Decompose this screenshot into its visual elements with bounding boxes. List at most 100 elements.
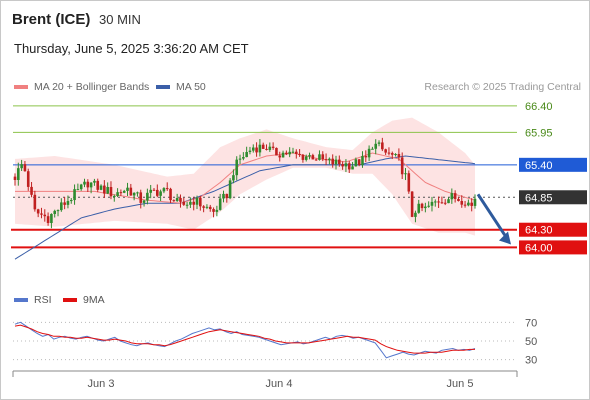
candle-body bbox=[60, 202, 63, 211]
candle-body bbox=[165, 188, 169, 190]
candle-body bbox=[414, 212, 417, 217]
candle-body bbox=[341, 164, 344, 167]
candle-body bbox=[430, 201, 434, 206]
candle-body bbox=[50, 213, 53, 224]
candle-body bbox=[447, 199, 450, 204]
candle-body bbox=[424, 206, 427, 209]
legend-rsi: RSI bbox=[14, 294, 52, 306]
level-label-66-40: 66.40 bbox=[525, 101, 553, 113]
candle-body bbox=[228, 180, 232, 199]
candle-body bbox=[331, 158, 334, 165]
candle-body bbox=[89, 182, 93, 188]
candle-body bbox=[122, 190, 126, 193]
instrument-title: Brent (ICE) bbox=[12, 11, 91, 28]
ma9-legend-label: 9MA bbox=[83, 294, 105, 306]
legend-9ma: 9MA bbox=[63, 294, 105, 306]
candle-body bbox=[338, 159, 341, 165]
candle-body bbox=[364, 156, 368, 158]
candle-body bbox=[308, 155, 311, 157]
ma50-swatch bbox=[156, 85, 170, 89]
candle-body bbox=[79, 184, 83, 190]
candle-body bbox=[271, 146, 275, 148]
candle-body bbox=[76, 189, 80, 191]
candle-body bbox=[400, 157, 404, 175]
candle-body bbox=[33, 194, 37, 210]
ma20-line bbox=[15, 152, 476, 204]
candle-body bbox=[212, 209, 215, 212]
rsi-swatch bbox=[14, 298, 28, 302]
candle-body bbox=[251, 147, 255, 151]
level-label-64-85: 64.85 bbox=[525, 192, 553, 204]
candle-body bbox=[17, 168, 20, 180]
candle-body bbox=[53, 210, 57, 214]
candle-body bbox=[463, 204, 467, 206]
candle-body bbox=[433, 201, 437, 203]
timeframe-label: 30 MIN bbox=[99, 12, 141, 27]
candle-body bbox=[142, 200, 146, 203]
candle-body bbox=[394, 154, 397, 156]
candle-body bbox=[321, 154, 325, 160]
rsi-tick-70: 70 bbox=[525, 317, 537, 329]
candle-body bbox=[437, 201, 440, 203]
rsi-tick-50: 50 bbox=[525, 336, 537, 348]
ma20-legend-label: MA 20 + Bollinger Bands bbox=[34, 81, 150, 93]
candle-body bbox=[367, 148, 371, 158]
candle-body bbox=[156, 189, 159, 196]
candle-body bbox=[324, 159, 328, 161]
candle-body bbox=[427, 205, 430, 207]
candle-body bbox=[86, 181, 90, 188]
candle-body bbox=[126, 187, 129, 191]
candle-body bbox=[136, 192, 139, 194]
candle-body bbox=[46, 216, 50, 224]
candle-body bbox=[255, 147, 258, 153]
candle-body bbox=[208, 206, 212, 210]
candle-body bbox=[222, 193, 225, 199]
rsi-legend-label: RSI bbox=[34, 294, 52, 306]
candle-body bbox=[351, 166, 354, 170]
candle-body bbox=[43, 214, 47, 217]
candle-body bbox=[179, 198, 182, 202]
candle-body bbox=[294, 151, 298, 154]
candle-body bbox=[109, 186, 113, 197]
x-tick-jun-5: Jun 5 bbox=[447, 378, 474, 390]
candle-body bbox=[159, 191, 162, 196]
candle-body bbox=[36, 209, 40, 214]
candle-body bbox=[248, 150, 252, 152]
candle-body bbox=[417, 203, 421, 213]
candle-body bbox=[410, 191, 414, 217]
ma20-swatch bbox=[14, 85, 28, 89]
candle-body bbox=[357, 159, 361, 166]
candle-body bbox=[26, 171, 30, 187]
candle-body bbox=[112, 195, 116, 197]
candle-body bbox=[460, 201, 464, 205]
candle-body bbox=[56, 210, 60, 212]
candle-body bbox=[215, 209, 219, 212]
candle-body bbox=[116, 192, 119, 196]
candle-body bbox=[261, 144, 265, 149]
candle-body bbox=[69, 200, 73, 202]
candle-body bbox=[192, 201, 196, 205]
rsi-series-9ma bbox=[14, 324, 475, 354]
level-label-65-40: 65.40 bbox=[525, 160, 553, 172]
candle-body bbox=[146, 192, 149, 201]
candle-body bbox=[420, 203, 424, 209]
candle-body bbox=[374, 143, 378, 149]
candle-body bbox=[195, 197, 199, 205]
legend-ma50: MA 50 bbox=[156, 81, 206, 93]
candle-body bbox=[291, 151, 295, 153]
candle-body bbox=[275, 147, 278, 156]
candle-body bbox=[103, 185, 106, 194]
candle-body bbox=[40, 213, 43, 215]
candle-body bbox=[132, 192, 136, 196]
level-label-64-00: 64.00 bbox=[525, 242, 553, 254]
candle-body bbox=[347, 163, 351, 170]
rsi-tick-30: 30 bbox=[525, 355, 537, 367]
candle-body bbox=[13, 176, 17, 180]
level-tag-64-00 bbox=[519, 240, 587, 255]
candle-body bbox=[162, 188, 166, 192]
candle-body bbox=[242, 157, 245, 159]
candle-body bbox=[238, 158, 242, 160]
candle-body bbox=[119, 192, 123, 194]
candle-body bbox=[384, 149, 387, 153]
